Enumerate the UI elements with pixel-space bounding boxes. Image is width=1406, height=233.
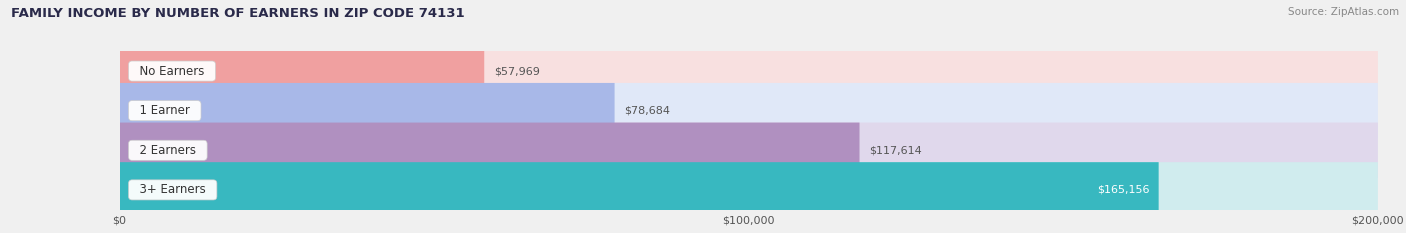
- FancyBboxPatch shape: [120, 43, 1378, 99]
- FancyBboxPatch shape: [120, 162, 1378, 218]
- FancyBboxPatch shape: [120, 123, 859, 178]
- FancyBboxPatch shape: [120, 43, 484, 99]
- FancyBboxPatch shape: [120, 123, 1378, 178]
- Text: FAMILY INCOME BY NUMBER OF EARNERS IN ZIP CODE 74131: FAMILY INCOME BY NUMBER OF EARNERS IN ZI…: [11, 7, 465, 20]
- Text: Source: ZipAtlas.com: Source: ZipAtlas.com: [1288, 7, 1399, 17]
- Text: $165,156: $165,156: [1097, 185, 1149, 195]
- FancyBboxPatch shape: [120, 83, 1378, 138]
- FancyBboxPatch shape: [120, 162, 1159, 218]
- Text: $78,684: $78,684: [624, 106, 671, 116]
- Text: $57,969: $57,969: [494, 66, 540, 76]
- Text: 1 Earner: 1 Earner: [132, 104, 197, 117]
- FancyBboxPatch shape: [120, 83, 614, 138]
- Text: No Earners: No Earners: [132, 65, 212, 78]
- Text: 3+ Earners: 3+ Earners: [132, 183, 214, 196]
- Text: $117,614: $117,614: [869, 145, 922, 155]
- Text: 2 Earners: 2 Earners: [132, 144, 204, 157]
